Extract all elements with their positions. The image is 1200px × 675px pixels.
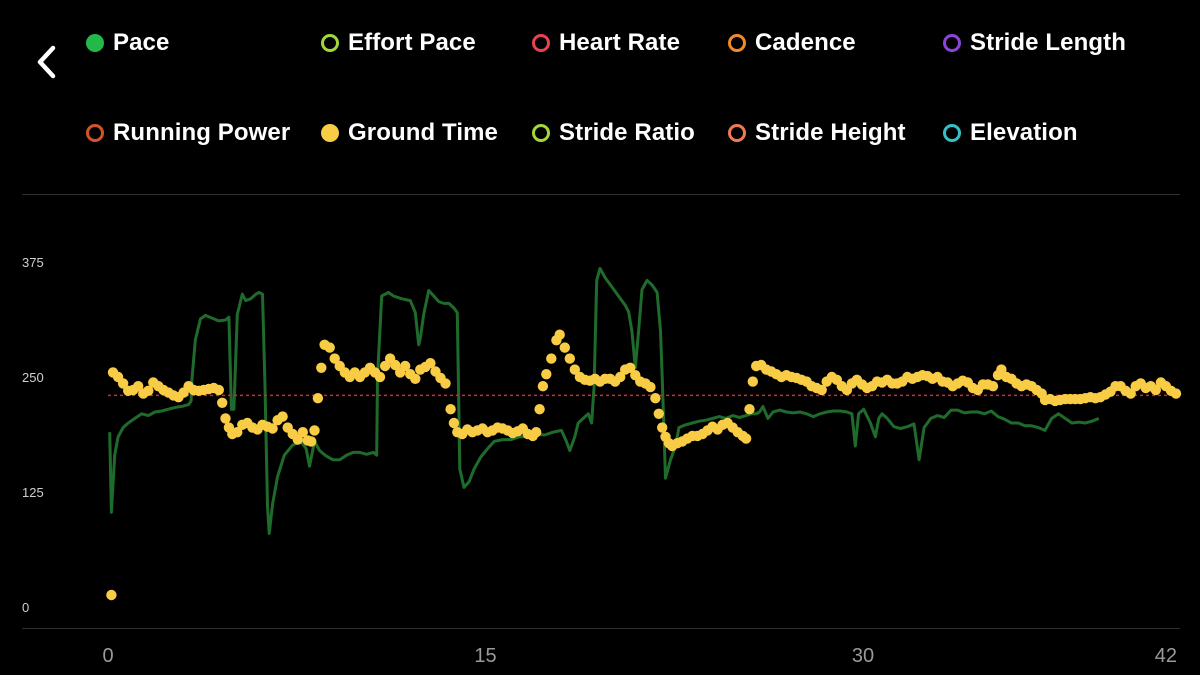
- y-tick-label: 375: [22, 255, 44, 270]
- ground-time-point: [657, 422, 668, 433]
- legend-item-heart-rate[interactable]: Heart Rate: [532, 23, 680, 63]
- ground-time-point: [744, 404, 755, 415]
- legend-dot-stride-ratio: [532, 124, 550, 142]
- legend-dot-heart-rate: [532, 34, 550, 52]
- legend-label-cadence: Cadence: [755, 29, 856, 56]
- legend-label-stride-height: Stride Height: [755, 119, 906, 146]
- legend-dot-stride-height: [728, 124, 746, 142]
- ground-time-point: [534, 404, 545, 415]
- legend-label-pace: Pace: [113, 29, 170, 56]
- legend-label-effort-pace: Effort Pace: [348, 29, 476, 56]
- ground-time-point: [650, 393, 661, 404]
- legend-dot-ground-time: [321, 124, 339, 142]
- ground-time-point: [559, 342, 570, 353]
- ground-time-point: [297, 427, 308, 438]
- ground-time-point: [309, 425, 320, 436]
- ground-time-point: [267, 423, 278, 434]
- legend-dot-effort-pace: [321, 34, 339, 52]
- ground-time-point: [1170, 388, 1182, 399]
- ground-time-point: [1150, 384, 1162, 396]
- ground-time-point: [1125, 388, 1136, 399]
- ground-time-point: [400, 360, 411, 372]
- ground-time-point: [379, 360, 391, 372]
- legend-label-stride-ratio: Stride Ratio: [559, 119, 695, 146]
- ground-time-point: [615, 371, 626, 383]
- ground-time-point: [324, 342, 335, 353]
- ground-time-point: [292, 434, 303, 445]
- legend-item-running-power[interactable]: Running Power: [86, 113, 290, 153]
- ground-time-point: [448, 417, 460, 429]
- ground-time-point: [541, 369, 552, 380]
- ground-time-point: [410, 373, 421, 384]
- legend-item-stride-length[interactable]: Stride Length: [943, 23, 1126, 63]
- ground-time-point: [554, 329, 565, 340]
- ground-time-point: [220, 413, 231, 424]
- ground-time-point: [316, 362, 327, 373]
- ground-time-point: [816, 384, 827, 396]
- ground-time-point: [987, 381, 999, 392]
- ground-time-point: [425, 358, 436, 369]
- ground-time-point: [531, 427, 542, 438]
- ground-time-point: [564, 353, 575, 364]
- legend-label-ground-time: Ground Time: [348, 119, 498, 146]
- ground-time-point: [546, 353, 557, 364]
- legend-label-stride-length: Stride Length: [970, 29, 1126, 56]
- x-tick-label: 15: [474, 645, 496, 667]
- legend-dot-pace: [86, 34, 104, 52]
- ground-time-point: [645, 381, 656, 393]
- ground-time-point: [440, 378, 451, 389]
- ground-time-point: [445, 404, 456, 415]
- ground-time-point: [133, 381, 144, 392]
- legend-label-running-power: Running Power: [113, 119, 291, 146]
- ground-time-point: [747, 376, 758, 387]
- legend-item-stride-height[interactable]: Stride Height: [728, 113, 906, 153]
- legend-dot-elevation: [943, 124, 961, 142]
- bottom-divider: [22, 628, 1180, 629]
- ground-time-point: [106, 589, 117, 601]
- x-tick-label: 42: [1155, 645, 1177, 667]
- y-tick-label: 250: [22, 370, 44, 385]
- ground-time-point: [232, 427, 243, 438]
- pace-series-line: [108, 266, 1100, 535]
- y-tick-label: 0: [22, 600, 29, 615]
- back-button[interactable]: [26, 40, 66, 84]
- legend-dot-stride-length: [943, 34, 961, 52]
- ground-time-point: [740, 433, 752, 444]
- ground-time-point: [312, 393, 324, 404]
- x-tick-label: 30: [852, 645, 874, 667]
- ground-time-point: [143, 385, 154, 396]
- ground-time-point: [569, 364, 580, 375]
- ground-time-point: [117, 378, 129, 389]
- chevron-left-icon: [37, 45, 56, 79]
- legend-item-cadence[interactable]: Cadence: [728, 23, 856, 63]
- ground-time-point: [625, 362, 636, 373]
- ground-time-point: [217, 397, 228, 408]
- top-divider: [22, 194, 1180, 195]
- x-tick-label: 0: [102, 645, 113, 667]
- ground-time-point: [306, 436, 317, 447]
- ground-time-point: [374, 371, 386, 383]
- legend-item-effort-pace[interactable]: Effort Pace: [321, 23, 476, 63]
- legend-dot-cadence: [728, 34, 746, 52]
- legend-item-ground-time[interactable]: Ground Time: [321, 113, 498, 153]
- legend-dot-running-power: [86, 124, 104, 142]
- legend-item-pace[interactable]: Pace: [86, 23, 169, 63]
- ground-time-point: [213, 384, 224, 396]
- ground-time-point: [537, 381, 549, 392]
- legend-item-stride-ratio[interactable]: Stride Ratio: [532, 113, 695, 153]
- ground-time-point: [996, 364, 1007, 375]
- legend-label-heart-rate: Heart Rate: [559, 29, 681, 56]
- ground-time-point: [277, 411, 288, 422]
- legend-label-elevation: Elevation: [970, 119, 1078, 146]
- y-tick-label: 125: [22, 485, 44, 500]
- ground-time-point: [329, 353, 340, 364]
- ground-time-point: [653, 408, 664, 419]
- legend-item-elevation[interactable]: Elevation: [943, 113, 1078, 153]
- ground-time-point: [390, 359, 401, 371]
